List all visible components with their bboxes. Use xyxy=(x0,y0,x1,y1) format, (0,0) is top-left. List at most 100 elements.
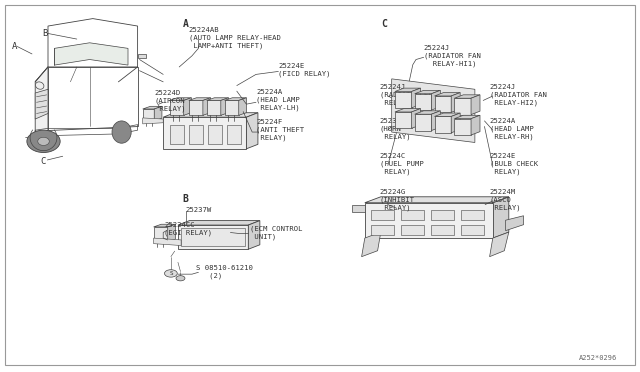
Circle shape xyxy=(176,276,185,281)
Polygon shape xyxy=(189,100,203,115)
Polygon shape xyxy=(189,98,211,100)
Text: B: B xyxy=(42,29,47,38)
Bar xyxy=(401,225,424,235)
Polygon shape xyxy=(178,225,248,249)
Polygon shape xyxy=(415,111,440,114)
Polygon shape xyxy=(451,93,460,112)
Bar xyxy=(431,210,454,220)
Bar xyxy=(431,225,454,235)
Bar xyxy=(170,125,184,144)
Polygon shape xyxy=(207,100,221,115)
Polygon shape xyxy=(471,95,480,115)
Polygon shape xyxy=(163,113,258,117)
Polygon shape xyxy=(395,109,420,112)
Text: 25224A
(HEAD LAMP
 RELAY-LH): 25224A (HEAD LAMP RELAY-LH) xyxy=(256,89,300,112)
Polygon shape xyxy=(454,115,480,119)
Text: 25224AB
(AUTO LAMP RELAY-HEAD
 LAMP+ANTI THEFT): 25224AB (AUTO LAMP RELAY-HEAD LAMP+ANTI … xyxy=(189,27,281,49)
Polygon shape xyxy=(435,96,451,112)
Polygon shape xyxy=(392,79,475,142)
Polygon shape xyxy=(471,115,480,135)
Ellipse shape xyxy=(35,82,44,89)
Polygon shape xyxy=(143,109,154,121)
Polygon shape xyxy=(365,197,509,203)
Text: 25224F
(ANTI THEFT
 RELAY): 25224F (ANTI THEFT RELAY) xyxy=(256,119,304,141)
Polygon shape xyxy=(225,100,239,115)
Circle shape xyxy=(164,270,177,277)
Polygon shape xyxy=(435,113,460,116)
Polygon shape xyxy=(493,197,509,238)
Text: 25224J
(RADIATOR FAN
  RELAY-HI1): 25224J (RADIATOR FAN RELAY-HI1) xyxy=(424,45,481,67)
Bar xyxy=(461,225,484,235)
Bar xyxy=(401,210,424,220)
Text: A252*0296: A252*0296 xyxy=(579,355,618,361)
Ellipse shape xyxy=(112,121,131,143)
Text: 25224CC
(EGI RELAY): 25224CC (EGI RELAY) xyxy=(164,222,212,236)
Polygon shape xyxy=(154,224,175,227)
Bar xyxy=(189,125,203,144)
Bar xyxy=(371,210,394,220)
Text: C: C xyxy=(41,157,46,166)
Polygon shape xyxy=(184,98,191,115)
Polygon shape xyxy=(154,106,162,121)
Bar xyxy=(461,210,484,220)
Polygon shape xyxy=(163,117,246,149)
Ellipse shape xyxy=(38,137,49,145)
Polygon shape xyxy=(248,221,260,249)
Text: 25224A
(HEAD LAMP
 RELAY-RH): 25224A (HEAD LAMP RELAY-RH) xyxy=(490,118,533,140)
Polygon shape xyxy=(395,88,420,92)
Polygon shape xyxy=(506,216,524,231)
Text: (ECM CONTROL
 UNIT): (ECM CONTROL UNIT) xyxy=(250,225,302,240)
Polygon shape xyxy=(178,221,260,225)
Polygon shape xyxy=(412,88,420,108)
Polygon shape xyxy=(48,67,138,130)
Polygon shape xyxy=(415,90,440,94)
Polygon shape xyxy=(435,116,451,133)
Polygon shape xyxy=(239,98,246,115)
Polygon shape xyxy=(35,89,48,119)
Polygon shape xyxy=(48,19,138,67)
Text: 25224G
(INHIBIT
 RELAY): 25224G (INHIBIT RELAY) xyxy=(380,189,415,211)
Polygon shape xyxy=(365,203,493,238)
Polygon shape xyxy=(451,113,460,133)
Polygon shape xyxy=(138,54,146,58)
Polygon shape xyxy=(352,205,365,212)
Polygon shape xyxy=(168,224,175,242)
Polygon shape xyxy=(435,93,460,96)
Polygon shape xyxy=(35,67,138,82)
Polygon shape xyxy=(170,98,191,100)
Polygon shape xyxy=(454,98,471,115)
Polygon shape xyxy=(395,112,412,128)
Polygon shape xyxy=(431,90,440,110)
Polygon shape xyxy=(143,106,162,109)
Text: B: B xyxy=(182,194,188,204)
Polygon shape xyxy=(490,232,509,257)
Polygon shape xyxy=(221,98,228,115)
Text: A: A xyxy=(12,42,17,51)
Text: 25224E
(FICD RELAY): 25224E (FICD RELAY) xyxy=(278,63,331,77)
Polygon shape xyxy=(35,67,48,141)
Polygon shape xyxy=(415,94,431,110)
Polygon shape xyxy=(395,92,412,108)
Text: C: C xyxy=(381,19,387,29)
Ellipse shape xyxy=(27,130,60,153)
Text: 25224D
(AIRCON
 RELAY): 25224D (AIRCON RELAY) xyxy=(155,90,186,112)
Polygon shape xyxy=(207,98,228,100)
Polygon shape xyxy=(454,95,480,98)
Polygon shape xyxy=(415,114,431,131)
Text: 25237W: 25237W xyxy=(186,207,212,213)
Polygon shape xyxy=(54,43,128,65)
Text: A: A xyxy=(182,19,188,29)
Text: 25224M
(ASCO
 RELAY): 25224M (ASCO RELAY) xyxy=(490,189,520,211)
Polygon shape xyxy=(412,109,420,128)
Bar xyxy=(181,228,245,246)
Polygon shape xyxy=(454,119,471,135)
Text: 25224E
(BULB CHECK
 RELAY): 25224E (BULB CHECK RELAY) xyxy=(490,153,538,176)
Polygon shape xyxy=(246,113,258,149)
Bar xyxy=(208,125,222,144)
Text: S 08510-61210
   (2): S 08510-61210 (2) xyxy=(196,264,253,279)
Polygon shape xyxy=(154,227,168,242)
Polygon shape xyxy=(143,118,163,124)
Text: 25224J
(RADIATOR FAN
 RELAY-HI2): 25224J (RADIATOR FAN RELAY-HI2) xyxy=(490,84,547,106)
Text: 25224J
(RADIATOR FAN
 RELAY-LO): 25224J (RADIATOR FAN RELAY-LO) xyxy=(380,84,436,106)
Polygon shape xyxy=(170,100,184,115)
